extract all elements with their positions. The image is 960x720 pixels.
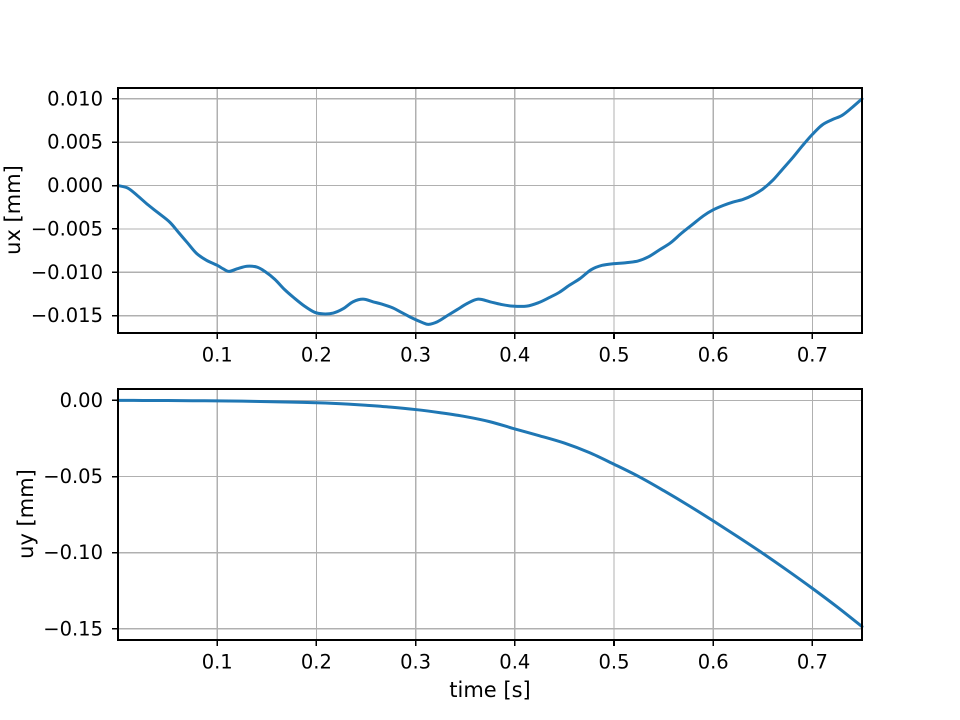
y-tick-label: 0.00 [60,389,103,412]
y-tick-label: 0.005 [47,131,103,154]
uy-axis-label: uy [mm] [14,469,38,559]
ux-axis-label: ux [mm] [1,165,25,255]
ux-plot: 0.1 0.2 0.3 0.4 0.5 0.6 0.7 0.010 0.005 0.000 −0.0… [31,87,864,367]
y-tick-label: −0.005 [31,217,103,240]
time-axis-label: time [s] [449,678,531,702]
x-tick-label: 0.2 [301,344,332,367]
y-tick-label: −0.10 [43,541,103,564]
axes-spines [117,388,863,641]
x-tick-label: 0.4 [499,344,530,367]
x-tick-label: 0.5 [598,651,629,674]
axes-uy: 0.1 0.2 0.3 0.4 0.5 0.6 0.7 0.00 −0.05 −0.10 −0.15 [43,388,864,674]
x-tick-label: 0.5 [598,344,629,367]
axes-ux: 0.1 0.2 0.3 0.4 0.5 0.6 0.7 0.010 0.005 0.000 −0.0… [31,87,864,367]
x-tick-label: 0.7 [797,344,828,367]
y-tick-label: 0.010 [47,87,103,110]
x-tick-label: 0.3 [400,651,431,674]
x-tick-label: 0.4 [499,651,530,674]
y-tick-label: 0.000 [47,174,103,197]
x-tick-label: 0.6 [698,651,729,674]
y-tick-label: −0.05 [43,465,103,488]
uy-plot: 0.1 0.2 0.3 0.4 0.5 0.6 0.7 0.00 −0.05 −0.10 −0.15 [43,388,864,674]
ux-curve [116,97,864,326]
x-tick-label: 0.6 [698,344,729,367]
y-tick-label: −0.010 [31,261,103,284]
y-tick-label: −0.15 [43,617,103,640]
x-tick-label: 0.1 [202,651,233,674]
x-tick-label: 0.1 [202,344,233,367]
x-tick-label: 0.7 [797,651,828,674]
y-tick-label: −0.015 [31,304,103,327]
x-tick-label: 0.3 [400,344,431,367]
uy-curve [116,398,864,629]
axes-spines [117,87,863,334]
x-tick-label: 0.2 [301,651,332,674]
